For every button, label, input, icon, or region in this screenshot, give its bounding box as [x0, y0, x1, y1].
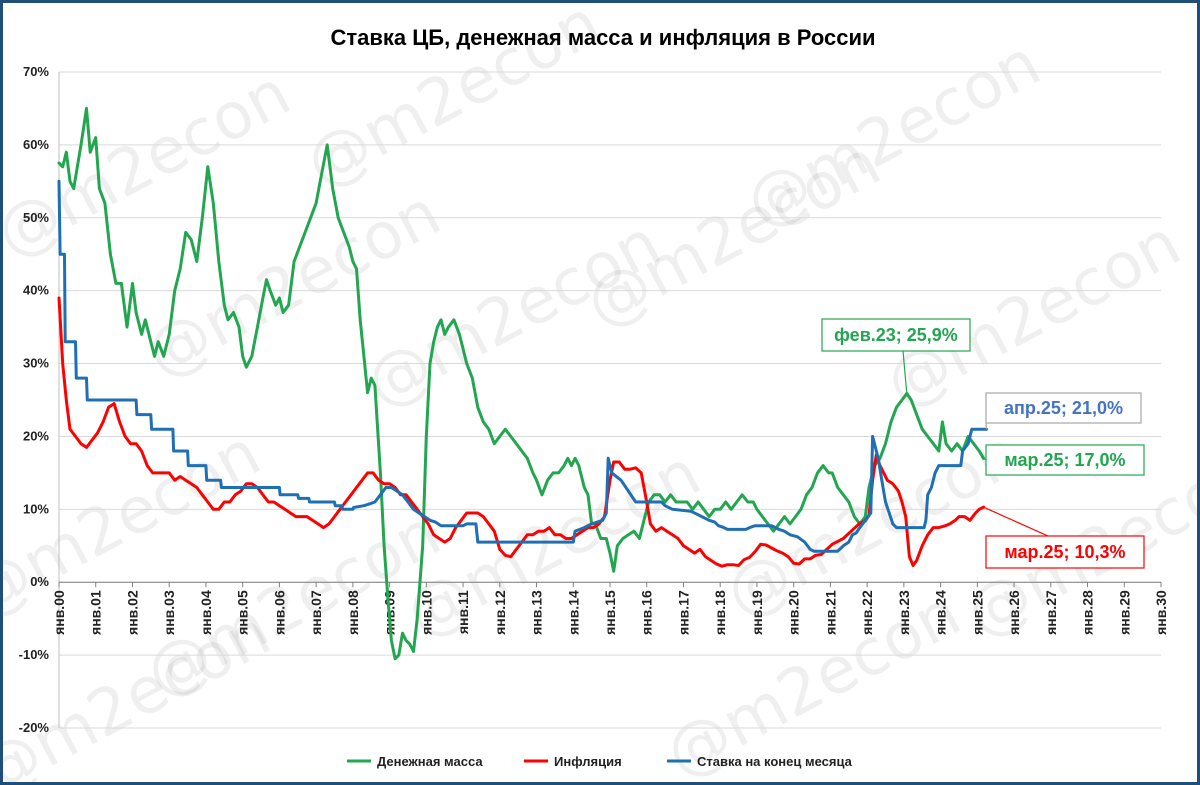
y-tick-label: 30%	[23, 356, 49, 371]
watermark-text: @m2econ	[654, 576, 972, 782]
x-tick-label: янв.00	[51, 590, 67, 635]
annotation-leader	[902, 350, 908, 394]
legend-item: Денежная масса	[347, 754, 483, 769]
x-tick-label: янв.17	[675, 590, 691, 635]
x-tick-label: янв.14	[565, 590, 581, 635]
annotation-box	[985, 392, 1142, 424]
y-tick-label: 0%	[30, 574, 49, 589]
legend-item: Инфляция	[524, 754, 622, 769]
x-tick-label: янв.23	[896, 590, 912, 635]
legend: Денежная масса Инфляция Ставка на конец ме…	[347, 754, 853, 769]
x-tick-label: янв.11	[455, 590, 471, 634]
annotation-box	[821, 318, 971, 352]
watermark-text: @m2econ	[734, 26, 1052, 242]
annotation-label: мар.25; 10,3%	[1004, 542, 1125, 562]
annotation-label: фев.23; 25,9%	[834, 325, 958, 345]
y-tick-label: 60%	[23, 137, 49, 152]
y-tick-label: 50%	[23, 210, 49, 225]
annotation-leader	[983, 506, 1049, 537]
x-tick-label: янв.28	[1080, 590, 1096, 635]
y-tick-label: 20%	[23, 428, 49, 443]
series-line	[57, 179, 988, 553]
x-tick-label: янв.18	[712, 590, 728, 635]
x-tick-label: янв.06	[271, 590, 287, 635]
series-layer	[57, 106, 988, 661]
watermark-text: @m2econ	[3, 56, 302, 272]
annotation: фев.23; 25,9%	[821, 318, 971, 394]
x-tick-label: янв.08	[345, 590, 361, 635]
x-tick-label: янв.16	[639, 590, 655, 635]
y-tick-label: 70%	[23, 64, 49, 79]
annotation: мар.25; 10,3%	[983, 506, 1145, 569]
x-tick-label: янв.21	[822, 590, 838, 635]
series-line	[57, 106, 986, 661]
x-tick-label: янв.05	[235, 590, 251, 635]
series-line	[57, 296, 986, 568]
annotation-leader	[985, 422, 988, 430]
annotation: мар.25; 17,0%	[983, 444, 1145, 476]
x-tick-label: янв.24	[933, 590, 949, 635]
y-tick-label: -20%	[19, 720, 50, 735]
y-tick-label: -10%	[19, 647, 50, 662]
x-tick-label: янв.02	[124, 590, 140, 635]
annotation-label: мар.25; 17,0%	[1004, 450, 1125, 470]
x-tick-label: янв.07	[308, 590, 324, 635]
annotation-box	[985, 444, 1145, 476]
x-tick-label: янв.22	[859, 590, 875, 635]
legend-item: Ставка на конец месяца	[667, 754, 853, 769]
x-tick-label: янв.03	[161, 590, 177, 635]
x-tick-label: янв.20	[786, 590, 802, 635]
x-tick-label: янв.27	[1043, 590, 1059, 635]
watermark-text: @m2econ	[874, 206, 1192, 422]
y-tick-label: 10%	[23, 501, 49, 516]
chart-title: Ставка ЦБ, денежная масса и инфляция в Р…	[330, 25, 875, 50]
chart: @m2econ@m2econ@m2econ@m2econ@m2econ@m2ec…	[3, 3, 1197, 782]
x-tick-label: янв.30	[1153, 590, 1169, 635]
x-tick-label: янв.19	[749, 590, 765, 635]
x-tick-label: янв.01	[88, 590, 104, 635]
annotation-box	[985, 535, 1145, 569]
legend-label: Инфляция	[554, 754, 622, 769]
x-tick-label: янв.15	[602, 590, 618, 635]
x-tick-label: янв.25	[969, 590, 985, 635]
x-tick-label: янв.13	[529, 590, 545, 635]
x-tick-label: янв.12	[492, 590, 508, 635]
x-tick-label: янв.26	[1006, 590, 1022, 635]
x-axis: янв.00 янв.01 янв.02 янв.03 янв.04 янв.05 янв.…	[51, 581, 1169, 635]
annotation: апр.25; 21,0%	[985, 392, 1142, 430]
y-tick-label: 40%	[23, 283, 49, 298]
x-tick-label: янв.10	[418, 590, 434, 635]
legend-label: Ставка на конец месяца	[697, 754, 853, 769]
annotation-label: апр.25; 21,0%	[1004, 398, 1123, 418]
x-tick-label: янв.04	[198, 590, 214, 635]
annotation-layer: фев.23; 25,9% апр.25; 21,0% мар.25; 17,0% м…	[821, 318, 1145, 569]
x-tick-label: янв.29	[1116, 590, 1132, 635]
legend-label: Денежная масса	[377, 754, 483, 769]
